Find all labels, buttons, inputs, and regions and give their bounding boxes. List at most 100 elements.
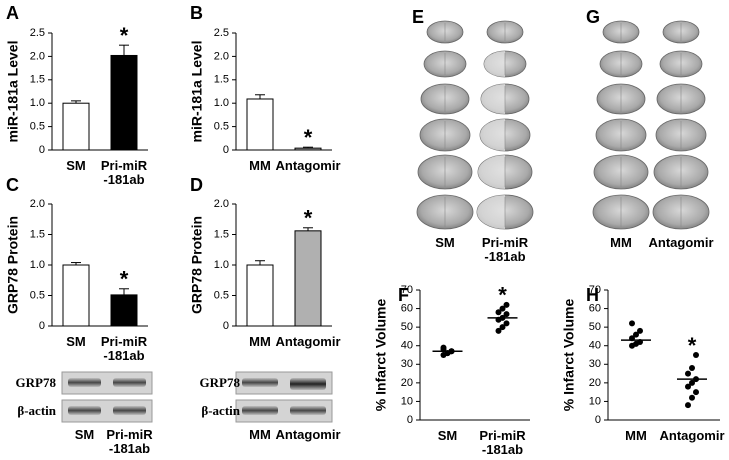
blot-strip — [61, 371, 153, 395]
data-point — [499, 324, 506, 331]
panel-letter: B — [190, 3, 203, 23]
lane-label: Pri-miR -181ab — [481, 235, 529, 264]
y-tick-label: 1.0 — [30, 259, 45, 271]
data-point — [685, 370, 691, 377]
y-tick-label: 0 — [595, 414, 601, 426]
y-tick-label: 40 — [589, 340, 601, 352]
bar — [110, 294, 138, 327]
infarct-region — [477, 195, 505, 229]
y-tick-label: 0 — [407, 414, 413, 426]
data-point — [693, 352, 699, 358]
data-point — [689, 394, 695, 401]
data-point — [503, 301, 510, 308]
y-axis-label: % Infarct Volume — [561, 299, 577, 412]
bar — [62, 102, 90, 151]
y-axis-label: miR-181a Level — [189, 41, 205, 143]
blot-label: GRP78 — [15, 375, 56, 390]
y-axis-label: miR-181a Level — [5, 41, 21, 143]
blot-band — [68, 406, 101, 415]
blot-band — [68, 378, 101, 387]
panel-letter: F — [398, 285, 409, 305]
y-tick-label: 0.5 — [30, 289, 45, 301]
x-tick-label: Pri-miR -181ab — [479, 428, 526, 457]
blot-band — [113, 378, 146, 387]
bar — [62, 264, 90, 327]
data-point — [499, 305, 506, 312]
data-point — [689, 365, 695, 371]
bar — [246, 98, 274, 151]
infarct-region — [481, 84, 505, 114]
x-tick-label: Antagomir — [659, 428, 725, 443]
y-tick-label: 1.5 — [30, 228, 45, 240]
y-tick-label: 1.5 — [214, 74, 229, 86]
x-tick-label: Antagomir — [275, 334, 341, 349]
lane-label: Pri-miR -181ab — [106, 427, 153, 456]
blot-label: β-actin — [17, 403, 56, 418]
panel-letter: D — [190, 175, 203, 195]
lane-label: MM — [610, 235, 632, 250]
y-tick-label: 10 — [401, 395, 413, 407]
bar — [246, 264, 274, 327]
bar — [110, 54, 138, 151]
y-tick-label: 1.5 — [214, 228, 229, 240]
blot-band — [290, 378, 326, 390]
panel-letter: H — [586, 285, 599, 305]
x-tick-label: SM — [66, 334, 86, 349]
y-tick-label: 20 — [401, 377, 413, 389]
y-tick-label: 30 — [589, 358, 601, 370]
y-tick-label: 0.5 — [214, 289, 229, 301]
infarct-region — [478, 155, 505, 189]
blot-label: GRP78 — [199, 375, 240, 390]
y-tick-label: 2.0 — [30, 50, 45, 62]
x-tick-label: MM — [249, 334, 271, 349]
x-tick-label: Pri-miR -181ab — [100, 334, 148, 363]
y-tick-label: 50 — [401, 321, 413, 333]
lane-label: MM — [249, 427, 271, 442]
y-tick-label: 20 — [589, 377, 601, 389]
data-point — [685, 402, 691, 409]
y-tick-label: 0 — [223, 320, 229, 332]
y-axis-label: % Infarct Volume — [373, 299, 389, 412]
panel-letter: C — [6, 175, 19, 195]
significance-marker: * — [304, 125, 313, 150]
y-axis-label: GRP78 Protein — [189, 216, 205, 314]
y-tick-label: 50 — [589, 321, 601, 333]
y-tick-label: 70 — [401, 284, 413, 296]
panel-letter: A — [6, 3, 19, 23]
data-point — [689, 379, 695, 386]
blot-band — [242, 378, 278, 387]
data-point — [495, 327, 502, 334]
y-tick-label: 60 — [401, 302, 413, 314]
infarct-region — [480, 119, 505, 151]
y-axis-label: GRP78 Protein — [5, 216, 21, 314]
y-tick-label: 1.0 — [214, 97, 229, 109]
y-tick-label: 70 — [589, 284, 601, 296]
y-tick-label: 2.0 — [214, 50, 229, 62]
x-tick-label: Pri-miR -181ab — [100, 158, 148, 187]
lane-label: SM — [74, 427, 95, 442]
data-point — [637, 327, 643, 334]
blot-band — [290, 406, 326, 415]
lane-label: Antagomir — [648, 235, 714, 250]
lane-label: SM — [435, 235, 455, 250]
y-tick-label: 10 — [589, 395, 601, 407]
data-point — [495, 309, 502, 316]
y-tick-label: 1.0 — [30, 97, 45, 109]
data-point — [685, 383, 691, 390]
x-tick-label: Antagomir — [275, 158, 341, 173]
y-tick-label: 0 — [223, 144, 229, 156]
data-point — [633, 331, 639, 338]
infarct-region — [484, 51, 505, 77]
x-tick-label: MM — [625, 428, 647, 443]
significance-marker: * — [498, 283, 507, 308]
significance-marker: * — [688, 333, 697, 358]
blot-band — [113, 406, 146, 415]
data-point — [503, 320, 510, 327]
y-tick-label: 1.0 — [214, 259, 229, 271]
data-point — [440, 344, 447, 351]
y-tick-label: 2.0 — [30, 198, 45, 210]
y-tick-label: 2.5 — [30, 27, 45, 39]
x-tick-label: MM — [249, 158, 271, 173]
